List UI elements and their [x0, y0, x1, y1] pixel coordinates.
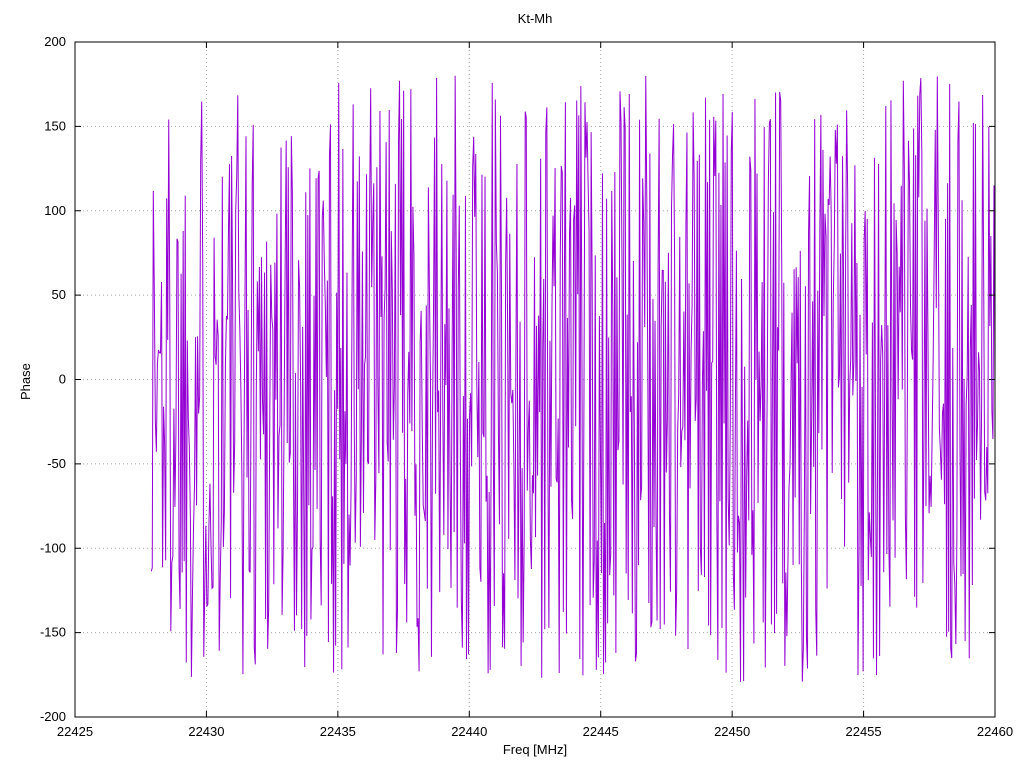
- x-tick-label: 22450: [714, 724, 750, 739]
- x-tick-label: 22460: [977, 724, 1013, 739]
- y-tick-label: -200: [40, 709, 66, 724]
- y-tick-label: 200: [44, 34, 66, 49]
- phase-series: [150, 75, 996, 682]
- y-tick-label: 100: [44, 203, 66, 218]
- y-tick-label: 50: [52, 287, 66, 302]
- axis-ticks: [74, 41, 996, 718]
- y-tick-label: 150: [44, 118, 66, 133]
- x-tick-label: 22455: [845, 724, 881, 739]
- x-tick-label: 22440: [451, 724, 487, 739]
- tick-labels: 22425 22430 22435 22440 22445 22450 22455 22460…: [40, 34, 1013, 739]
- x-tick-label: 22435: [320, 724, 356, 739]
- y-tick-label: -50: [47, 456, 66, 471]
- y-tick-label: -100: [40, 540, 66, 555]
- x-tick-label: 22425: [57, 724, 93, 739]
- y-tick-label: -150: [40, 625, 66, 640]
- x-tick-label: 22445: [583, 724, 619, 739]
- chart-title: Kt-Mh: [517, 11, 553, 26]
- x-tick-label: 22430: [188, 724, 224, 739]
- y-tick-label: 0: [59, 372, 66, 387]
- x-axis-label: Freq [MHz]: [502, 742, 568, 757]
